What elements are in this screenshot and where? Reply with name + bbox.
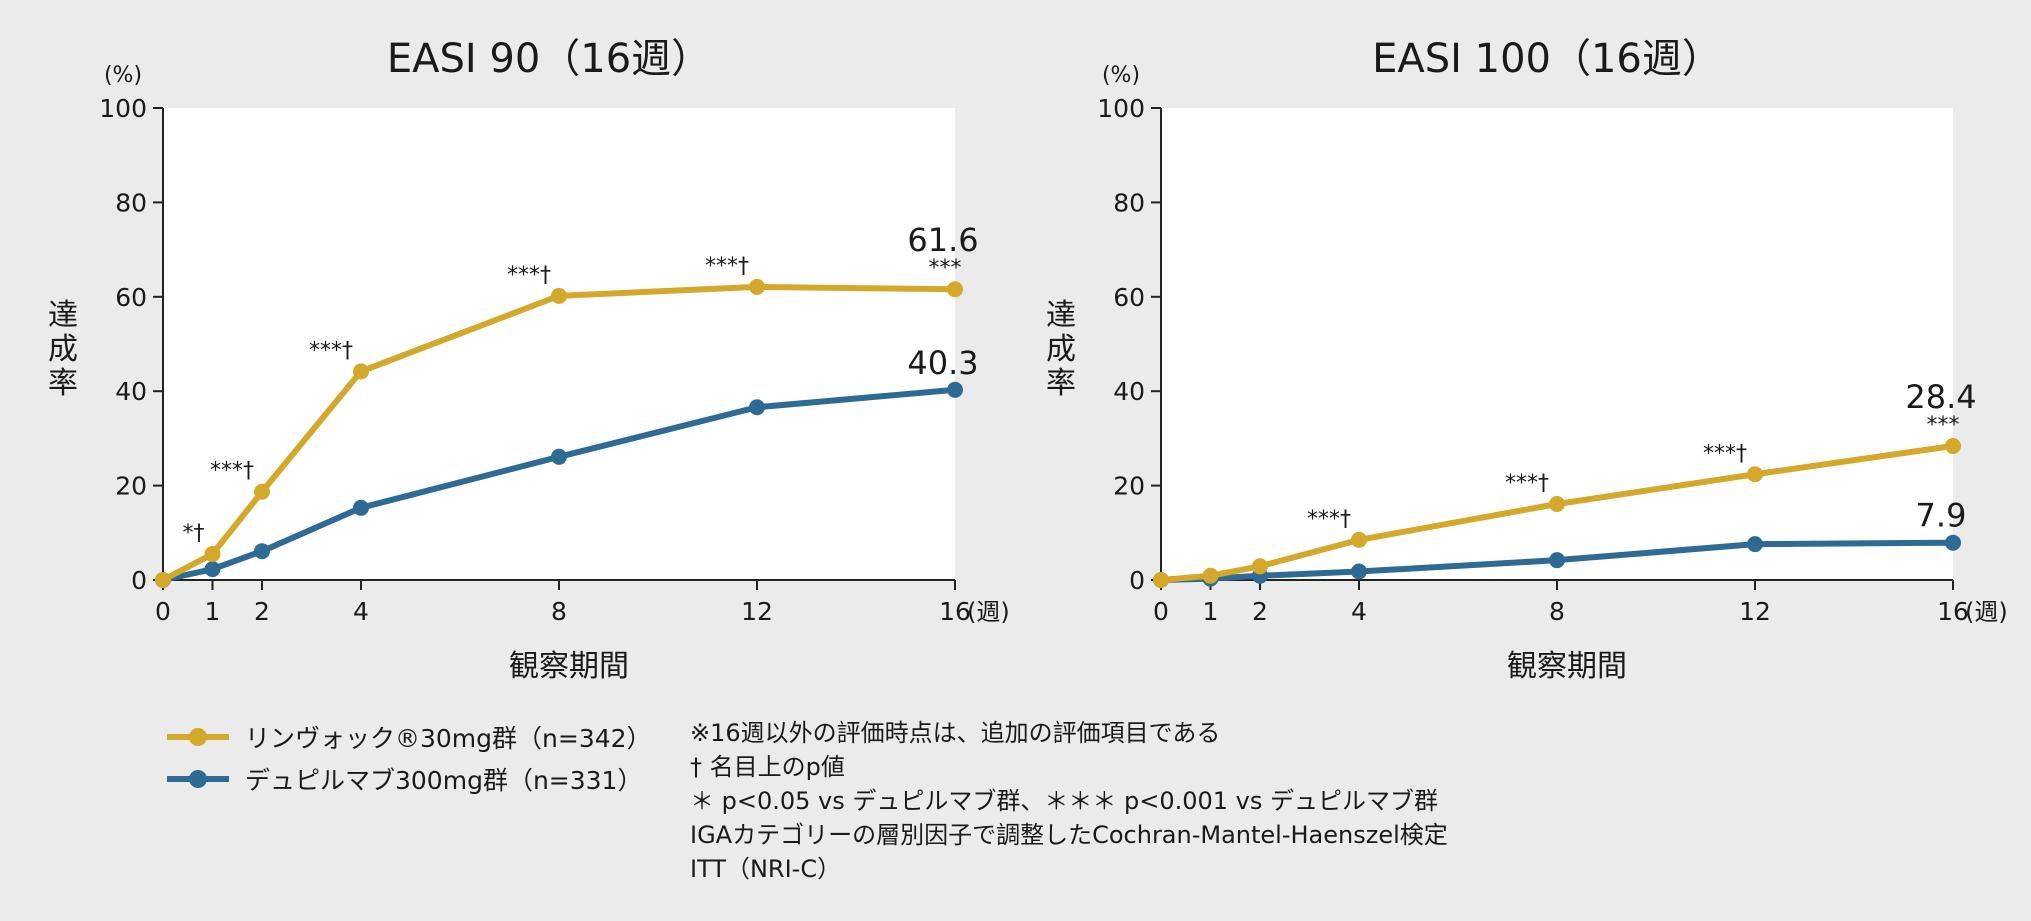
legend-item-dupilumab: デュピルマブ300mg群（n=331） <box>165 758 685 800</box>
x-unit-label: (週) <box>967 598 1010 626</box>
x-tick-label: 0 <box>1153 597 1169 626</box>
x-tick-label: 12 <box>1739 597 1771 626</box>
y-tick-label: 60 <box>1113 283 1145 312</box>
x-unit-label: (週) <box>1965 598 2008 626</box>
data-point-dupilumab <box>1351 563 1367 580</box>
data-point-dupilumab <box>254 543 270 560</box>
y-tick-label: 80 <box>1113 188 1145 217</box>
x-tick-label: 4 <box>1351 597 1367 626</box>
y-tick-label: 100 <box>99 94 147 123</box>
significance-annotation: ***† <box>309 338 353 363</box>
data-point-upadacitinib <box>1351 531 1367 548</box>
significance-annotation: *** <box>929 256 962 281</box>
significance-annotation: *** <box>1927 413 1960 438</box>
x-tick-label: 16 <box>1937 597 1969 626</box>
data-point-upadacitinib <box>353 363 369 380</box>
plot-area <box>163 108 955 580</box>
x-tick-label: 1 <box>1203 597 1219 626</box>
chart-title: EASI 100（16週） <box>1372 36 1722 82</box>
y-tick-label: 0 <box>1129 566 1145 595</box>
x-axis-label: 観察期間 <box>509 649 629 684</box>
end-value-label: 61.6 <box>907 221 978 259</box>
data-point-upadacitinib <box>254 483 270 500</box>
data-point-upadacitinib <box>204 546 221 563</box>
x-tick-label: 0 <box>155 597 171 626</box>
y-tick-label: 40 <box>115 377 147 406</box>
y-tick-label: 60 <box>115 283 147 312</box>
y-tick-label: 0 <box>131 566 147 595</box>
significance-annotation: ***† <box>1703 441 1747 466</box>
data-point-dupilumab <box>551 448 567 465</box>
x-tick-label: 1 <box>205 597 221 626</box>
data-point-upadacitinib <box>551 287 567 304</box>
significance-annotation: *† <box>183 521 205 546</box>
data-point-upadacitinib <box>1153 572 1169 588</box>
x-tick-label: 8 <box>1549 597 1565 626</box>
legend-item-upadacitinib: リンヴォック®30mg群（n=342） <box>165 716 685 758</box>
footnote-line: † 名目上のp値 <box>690 753 845 781</box>
significance-annotation: ***† <box>210 459 254 484</box>
data-point-upadacitinib <box>155 572 171 588</box>
footnote-line: ※16週以外の評価時点は、追加の評価項目である <box>690 719 1221 747</box>
data-point-dupilumab <box>947 381 963 398</box>
legend: リンヴォック®30mg群（n=342） デュピルマブ300mg群（n=331） <box>165 716 685 800</box>
y-tick-label: 20 <box>115 472 147 501</box>
data-point-dupilumab <box>1945 534 1961 551</box>
y-tick-label: 100 <box>1097 94 1145 123</box>
legend-swatch-dupilumab <box>167 770 229 788</box>
y-unit-label: (%) <box>104 63 142 88</box>
legend-swatch-upadacitinib <box>167 728 229 746</box>
data-point-upadacitinib <box>749 278 765 295</box>
significance-annotation: ***† <box>507 263 551 288</box>
y-tick-label: 20 <box>1113 472 1145 501</box>
end-value-label: 7.9 <box>1916 497 1967 535</box>
data-point-upadacitinib <box>1202 567 1219 584</box>
x-tick-label: 2 <box>1252 597 1268 626</box>
data-point-upadacitinib <box>1252 558 1268 575</box>
data-point-dupilumab <box>749 399 765 416</box>
x-tick-label: 12 <box>741 597 773 626</box>
x-tick-label: 16 <box>939 597 971 626</box>
x-tick-label: 8 <box>551 597 567 626</box>
significance-annotation: ***† <box>705 254 749 279</box>
chart-title: EASI 90（16週） <box>387 36 711 82</box>
y-tick-label: 40 <box>1113 377 1145 406</box>
y-axis-label: 達成率 <box>1046 298 1076 401</box>
y-axis-label: 達成率 <box>48 298 78 401</box>
significance-annotation: ***† <box>1307 507 1351 532</box>
footnote-line: ＊ p<0.05 vs デュピルマブ群、＊＊＊ p<0.001 vs デュピルマ… <box>690 787 1439 815</box>
footnote-line: IGAカテゴリーの層別因子で調整したCochran-Mantel-Haensze… <box>690 821 1448 849</box>
data-point-upadacitinib <box>1945 437 1961 454</box>
x-tick-label: 2 <box>254 597 270 626</box>
x-tick-label: 4 <box>353 597 369 626</box>
data-point-upadacitinib <box>1747 466 1763 483</box>
data-point-dupilumab <box>1549 552 1565 569</box>
end-value-label: 28.4 <box>1905 378 1976 416</box>
data-point-upadacitinib <box>947 281 963 298</box>
legend-label-upadacitinib: リンヴォック®30mg群（n=342） <box>245 724 652 753</box>
data-point-dupilumab <box>1747 536 1763 553</box>
legend-label-dupilumab: デュピルマブ300mg群（n=331） <box>245 766 643 795</box>
y-tick-label: 80 <box>115 188 147 217</box>
significance-annotation: ***† <box>1505 471 1549 496</box>
data-point-dupilumab <box>353 499 369 516</box>
data-point-dupilumab <box>204 561 221 578</box>
footnotes: ※16週以外の評価時点は、追加の評価項目である † 名目上のp値 ＊ p<0.0… <box>690 716 1690 886</box>
end-value-label: 40.3 <box>907 344 978 382</box>
footnote-line: ITT（NRI-C） <box>690 855 842 883</box>
x-axis-label: 観察期間 <box>1507 649 1627 684</box>
data-point-upadacitinib <box>1549 496 1565 513</box>
y-unit-label: (%) <box>1102 63 1140 88</box>
